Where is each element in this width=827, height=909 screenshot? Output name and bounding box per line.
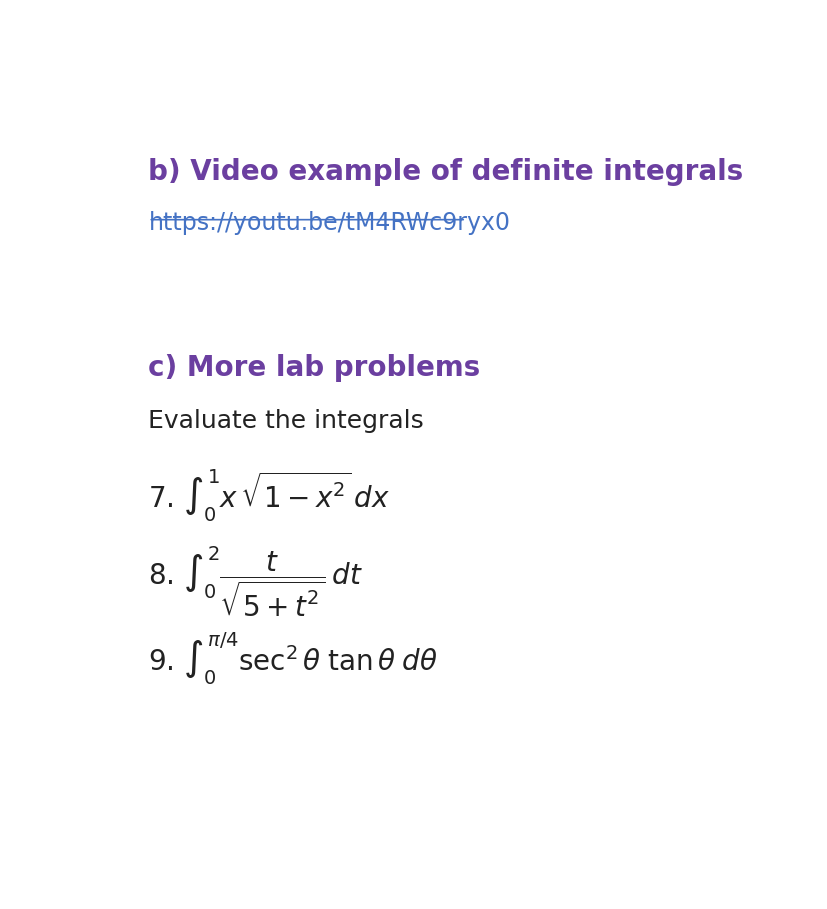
Text: Evaluate the integrals: Evaluate the integrals: [148, 409, 423, 433]
Text: https://youtu.be/tM4RWc9ryx0: https://youtu.be/tM4RWc9ryx0: [148, 211, 509, 235]
Text: 8. $\int_0^2 \dfrac{t}{\sqrt{5+t^2}}\,dt$: 8. $\int_0^2 \dfrac{t}{\sqrt{5+t^2}}\,dt…: [148, 544, 363, 618]
Text: c) More lab problems: c) More lab problems: [148, 355, 480, 382]
Text: 7. $\int_0^1 x\,\sqrt{1 - x^2}\,dx$: 7. $\int_0^1 x\,\sqrt{1 - x^2}\,dx$: [148, 467, 390, 524]
Text: 9. $\int_0^{\pi/4} \sec^2\theta\; \tan\theta\; d\theta$: 9. $\int_0^{\pi/4} \sec^2\theta\; \tan\t…: [148, 631, 437, 687]
Text: b) Video example of definite integrals: b) Video example of definite integrals: [148, 158, 743, 186]
